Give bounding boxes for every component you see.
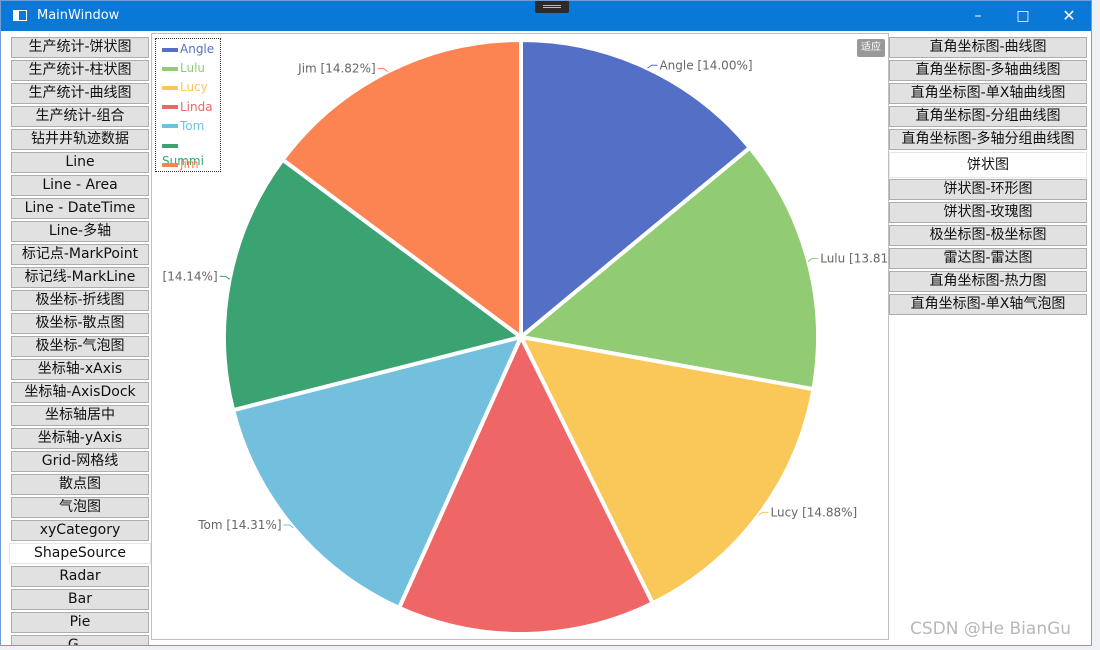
pie-slice-angle[interactable] <box>519 37 753 342</box>
legend-label: Tom <box>180 118 205 133</box>
legend-swatch <box>162 162 178 167</box>
right-nav-button[interactable]: 直角坐标图-单X轴曲线图 <box>889 83 1087 104</box>
left-nav-button[interactable]: 坐标轴-yAxis <box>11 428 149 449</box>
legend-item[interactable]: Linda <box>162 99 213 115</box>
legend-item[interactable]: Jim <box>162 156 199 172</box>
legend-swatch <box>162 85 178 90</box>
chart-legend: Angle Lulu Lucy Linda Tom Summi Jim <box>155 38 221 172</box>
left-nav-button[interactable]: Line - Area <box>11 175 149 196</box>
left-nav-button[interactable]: 生产统计-曲线图 <box>11 83 149 104</box>
left-nav-button[interactable]: Line <box>11 152 149 173</box>
app-window-icon <box>13 10 27 21</box>
right-nav-button[interactable]: 直角坐标图-热力图 <box>889 271 1087 292</box>
right-nav-button[interactable]: 直角坐标图-多轴分组曲线图 <box>889 129 1087 150</box>
legend-label: Linda <box>180 99 213 114</box>
label-leader-line <box>283 524 294 529</box>
legend-swatch <box>162 105 178 110</box>
legend-swatch <box>162 66 178 71</box>
maximize-button[interactable]: □ <box>1016 8 1030 24</box>
label-leader-line <box>807 257 819 262</box>
pie-slice-tom[interactable] <box>230 334 525 611</box>
left-nav-button[interactable]: 气泡图 <box>11 497 149 518</box>
pie-slice-jim[interactable] <box>279 37 523 341</box>
slice-data-label: Jim [14.82%] <box>297 62 376 76</box>
legend-label: Angle <box>180 42 215 56</box>
slice-data-label: Angle [14.00%] <box>659 58 752 72</box>
legend-item[interactable]: Tom <box>162 118 204 134</box>
label-leader-line <box>758 511 769 516</box>
legend-swatch <box>162 143 178 148</box>
left-nav-button[interactable]: 坐标轴居中 <box>11 405 149 426</box>
fit-button[interactable]: 适应 <box>857 39 885 57</box>
right-nav-button[interactable]: 极坐标图-极坐标图 <box>889 225 1087 246</box>
minimize-button[interactable]: – <box>974 8 982 24</box>
right-nav-button[interactable]: 直角坐标图-曲线图 <box>889 37 1087 58</box>
pie-slice-lulu[interactable] <box>516 144 820 392</box>
left-nav-button[interactable]: 生产统计-组合 <box>11 106 149 127</box>
left-nav-button[interactable]: Grid-网格线 <box>11 451 149 472</box>
left-nav-button[interactable]: 生产统计-饼状图 <box>11 37 149 58</box>
label-leader-line <box>219 275 230 280</box>
csdn-watermark: CSDN @He BianGu <box>910 619 1072 639</box>
legend-item[interactable]: Lulu <box>162 60 205 76</box>
left-nav-button[interactable]: Line-多轴 <box>11 221 149 242</box>
left-nav-button[interactable]: 极坐标-气泡图 <box>11 336 149 357</box>
legend-swatch <box>162 124 178 129</box>
pie-slice-summi[interactable] <box>222 156 526 413</box>
label-leader-line <box>377 68 388 73</box>
slice-data-label: Lucy [14.88%] <box>771 505 858 519</box>
legend-swatch <box>162 47 178 52</box>
pie-chart-panel: Angle [14.00%] Lulu [13.81%] Lucy [14.88%]… <box>151 33 889 640</box>
right-nav-button[interactable]: 直角坐标图-单X轴气泡图 <box>889 294 1087 315</box>
left-nav-button[interactable]: Bar <box>11 589 149 610</box>
legend-item[interactable]: Summi <box>162 137 220 168</box>
slice-data-label: Tom [14.31%] <box>197 518 281 532</box>
legend-label: Jim <box>180 157 199 172</box>
left-nav-button[interactable]: 坐标轴-AxisDock <box>11 382 149 403</box>
legend-item[interactable]: Angle <box>162 41 214 57</box>
right-nav-button[interactable]: 饼状图-环形图 <box>889 179 1087 200</box>
left-nav-button[interactable]: 散点图 <box>11 474 149 495</box>
legend-label: Lulu <box>180 61 206 76</box>
legend-label: Lucy <box>180 80 208 95</box>
drag-grip-icon[interactable] <box>535 1 569 13</box>
slice-data-label: [14.14%] <box>163 269 218 283</box>
left-nav-button[interactable]: xyCategory <box>11 520 149 541</box>
slice-data-label: Lulu [13.81%] <box>820 251 888 265</box>
window-title: MainWindow <box>37 8 120 23</box>
left-nav-button[interactable]: Radar <box>11 566 149 587</box>
left-nav-button[interactable]: 极坐标-折线图 <box>11 290 149 311</box>
pie-slice-linda[interactable] <box>396 332 656 636</box>
close-button[interactable]: ✕ <box>1062 6 1076 25</box>
right-nav-button[interactable]: 饼状图-玫瑰图 <box>889 202 1087 223</box>
left-nav-button[interactable]: 生产统计-柱状图 <box>11 60 149 81</box>
right-nav-button[interactable]: 雷达图-雷达图 <box>889 248 1087 269</box>
title-bar[interactable]: MainWindow – □ ✕ <box>1 1 1091 31</box>
legend-item[interactable]: Lucy <box>162 79 208 95</box>
label-leader-line <box>647 64 658 69</box>
pie-chart: Angle [14.00%] Lulu [13.81%] Lucy [14.88%]… <box>163 37 888 636</box>
left-nav-button[interactable]: 极坐标-散点图 <box>11 313 149 334</box>
right-nav-button[interactable]: 直角坐标图-多轴曲线图 <box>889 60 1087 81</box>
left-nav-button[interactable]: G... <box>11 635 149 645</box>
right-nav-button[interactable]: 饼状图 <box>889 152 1087 178</box>
left-nav-button[interactable]: Pie <box>11 612 149 633</box>
left-nav-button[interactable]: Line - DateTime <box>11 198 149 219</box>
left-nav-button[interactable]: 标记线-MarkLine <box>11 267 149 288</box>
left-nav-button[interactable]: 坐标轴-xAxis <box>11 359 149 380</box>
right-nav-button[interactable]: 直角坐标图-分组曲线图 <box>889 106 1087 127</box>
left-nav-button[interactable]: 标记点-MarkPoint <box>11 244 149 265</box>
left-nav-button[interactable]: 钻井井轨迹数据 <box>11 129 149 150</box>
left-nav-button[interactable]: ShapeSource <box>9 543 151 564</box>
